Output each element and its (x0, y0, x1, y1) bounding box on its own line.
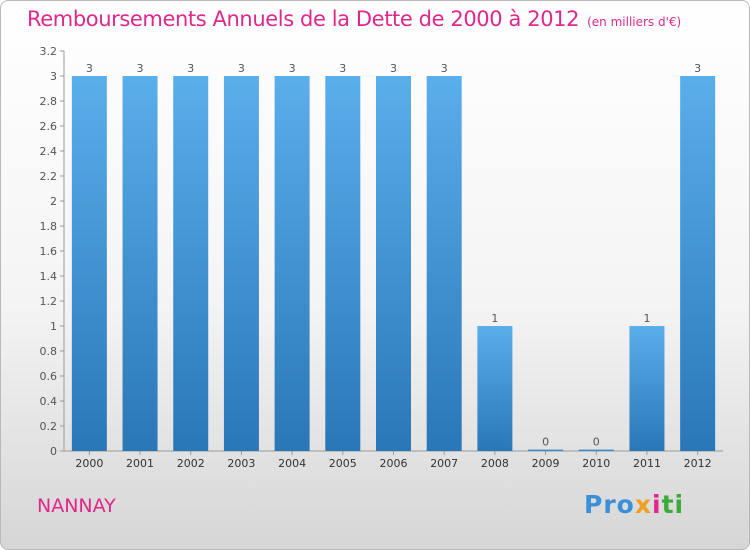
logo-letter: t (661, 490, 675, 519)
y-tick-label: 1.6 (40, 245, 58, 258)
x-tick-label-2001: 2001 (126, 457, 154, 470)
data-label-2007: 3 (441, 62, 448, 75)
y-tick-label: 2.2 (40, 170, 58, 183)
chart-title: Remboursements Annuels de la Dette de 20… (27, 7, 681, 31)
x-tick-label-2009: 2009 (532, 457, 560, 470)
data-label-2002: 3 (187, 62, 194, 75)
data-label-2003: 3 (238, 62, 245, 75)
data-label-2005: 3 (339, 62, 346, 75)
data-label-2010: 0 (593, 436, 600, 449)
y-tick-label: 1.2 (40, 295, 58, 308)
y-tick-label: 3.2 (40, 45, 58, 58)
y-tick-label: 3 (50, 70, 57, 83)
x-tick-label-2011: 2011 (633, 457, 661, 470)
y-tick-label: 1.8 (40, 220, 58, 233)
bar-2007 (426, 76, 462, 451)
y-tick-label: 0.8 (40, 345, 58, 358)
bar-2006 (376, 76, 411, 451)
x-tick-label-2007: 2007 (430, 457, 458, 470)
chart-subtitle: (en milliers d'€) (587, 15, 682, 29)
x-tick-label-2008: 2008 (481, 457, 509, 470)
data-label-2012: 3 (694, 62, 701, 75)
logo-letter: o (616, 490, 635, 519)
bar-2008 (477, 326, 513, 451)
town-name: NANNAY (37, 495, 116, 517)
x-tick-label-2012: 2012 (684, 457, 712, 470)
data-label-2011: 1 (643, 312, 650, 325)
data-label-2006: 3 (390, 62, 397, 75)
logo-letter: r (603, 490, 617, 519)
bar-2001 (122, 76, 158, 451)
data-label-2009: 0 (542, 436, 549, 449)
y-tick-label: 2.6 (40, 120, 58, 133)
x-tick-label-2003: 2003 (227, 457, 255, 470)
logo-letter: i (674, 490, 685, 519)
y-tick-label: 0 (50, 445, 57, 458)
chart-title-text: Remboursements Annuels de la Dette de 20… (27, 7, 580, 31)
y-tick-label: 2 (50, 195, 57, 208)
bar-2005 (325, 76, 361, 451)
bar-2011 (629, 326, 665, 451)
bar-2004 (274, 76, 310, 451)
x-tick-label-2005: 2005 (329, 457, 357, 470)
x-tick-label-2006: 2006 (380, 457, 408, 470)
data-label-2000: 3 (86, 62, 93, 75)
bar-2010 (578, 449, 614, 451)
bar-2000 (71, 76, 107, 451)
x-tick-label-2002: 2002 (177, 457, 205, 470)
bar-2003 (223, 76, 259, 451)
y-tick-label: 2.4 (40, 145, 58, 158)
x-tick-label-2010: 2010 (582, 457, 610, 470)
y-tick-label: 0.6 (40, 370, 58, 383)
y-tick-label: 1.4 (40, 270, 58, 283)
proxiti-logo: Proxiti (584, 490, 684, 519)
y-tick-label: 1 (50, 320, 57, 333)
logo-letter: i (652, 490, 662, 519)
x-tick-label-2000: 2000 (75, 457, 103, 470)
bar-2002 (173, 76, 209, 451)
logo-letter: P (584, 490, 604, 519)
bar-2012 (680, 76, 716, 451)
logo-letter: x (634, 490, 652, 519)
bar-2009 (528, 449, 564, 451)
data-label-2004: 3 (289, 62, 296, 75)
y-tick-label: 2.8 (40, 95, 58, 108)
y-tick-label: 0.2 (40, 420, 58, 433)
data-label-2008: 1 (491, 312, 498, 325)
x-tick-label-2004: 2004 (278, 457, 306, 470)
y-tick-label: 0.4 (40, 395, 58, 408)
data-label-2001: 3 (137, 62, 144, 75)
